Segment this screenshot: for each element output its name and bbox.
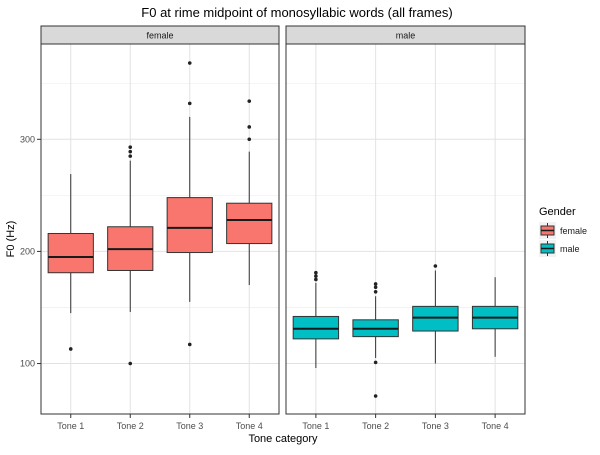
panel-background: [286, 44, 525, 414]
y-axis-label: F0 (Hz): [5, 221, 17, 258]
y-tick-label: 200: [20, 246, 35, 256]
chart-title: F0 at rime midpoint of monosyllabic word…: [141, 5, 452, 20]
box-male-1: [292, 270, 340, 369]
x-tick-label: Tone 4: [482, 421, 509, 431]
outlier-point: [68, 347, 73, 351]
legend-key-male: [539, 240, 556, 257]
outlier-point: [128, 145, 133, 149]
legend-key-female: [539, 222, 556, 239]
x-tick-label: Tone 1: [57, 421, 84, 431]
x-tick-label: Tone 2: [362, 421, 389, 431]
x-tick-label: Tone 1: [302, 421, 329, 431]
outlier-point: [314, 277, 318, 282]
legend-title: Gender: [539, 206, 576, 218]
y-tick-label: 100: [20, 359, 35, 369]
x-tick-label: Tone 2: [117, 421, 144, 431]
outlier-point: [187, 61, 192, 65]
outlier-point: [187, 101, 192, 106]
strip-label: male: [396, 31, 416, 41]
x-axis-label: Tone category: [248, 433, 318, 445]
outlier-point: [187, 342, 192, 347]
outlier-point: [128, 149, 133, 154]
box-iqr: [292, 315, 340, 340]
outlier-point: [128, 361, 133, 366]
box-female-3: [166, 61, 213, 347]
box-male-4: [471, 277, 519, 357]
outlier-point: [314, 274, 318, 278]
box-iqr: [412, 305, 459, 332]
y-axis: 100 200 300: [20, 134, 41, 369]
strip-background: [40, 25, 280, 45]
panel-male: male Tone 1 Tone 2 Tone 3 Tone 4: [285, 25, 526, 431]
outlier-point: [247, 99, 252, 103]
outlier-point: [373, 360, 378, 365]
outlier-point: [128, 154, 133, 158]
outlier-point: [247, 137, 252, 142]
outlier-point: [373, 289, 378, 294]
panel-female: female Tone 1 Tone 2 Tone 3 Tone 4: [40, 25, 280, 431]
x-tick-label: Tone 3: [176, 421, 203, 431]
box-iqr: [47, 232, 94, 274]
outlier-point: [373, 282, 378, 286]
outlier-point: [247, 125, 252, 129]
x-tick-label: Tone 3: [422, 421, 449, 431]
box-iqr: [226, 202, 273, 245]
box-male-3: [412, 264, 459, 364]
box-female-2: [107, 145, 154, 366]
outlier-point: [433, 264, 438, 268]
box-female-4: [226, 99, 273, 286]
panels: female Tone 1 Tone 2 Tone 3 Tone 4 male Tone 1…: [40, 25, 526, 431]
outlier-point: [314, 270, 318, 275]
legend: Gender female male: [539, 206, 587, 257]
strip-label: female: [146, 31, 173, 41]
legend-label: male: [560, 244, 580, 254]
box-male-2: [352, 282, 399, 398]
x-tick-label: Tone 4: [236, 421, 263, 431]
strip-background: [285, 25, 526, 45]
box-iqr: [166, 197, 213, 254]
y-tick-label: 300: [20, 134, 35, 144]
legend-label: female: [560, 226, 587, 236]
outlier-point: [373, 394, 378, 398]
box-female-1: [47, 174, 94, 351]
outlier-point: [373, 285, 378, 290]
